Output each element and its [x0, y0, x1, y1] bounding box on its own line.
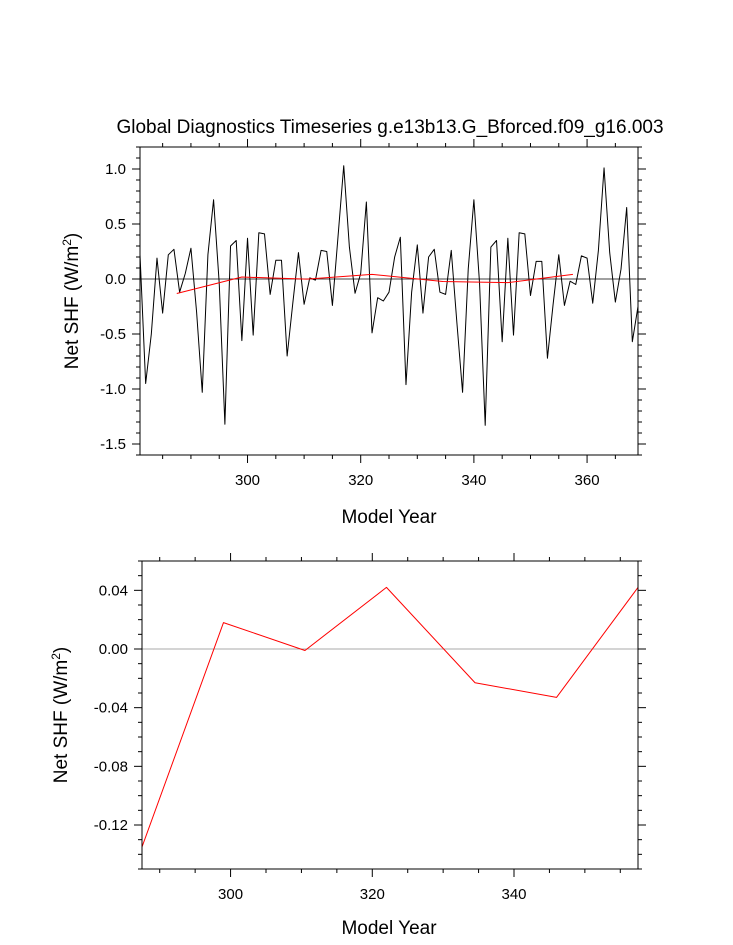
chart-2-series-running-mean-line	[142, 586, 638, 848]
chart-1-series-annual-line	[140, 165, 638, 426]
chart-1-ytick-label: 1.0	[105, 161, 126, 178]
chart-2-xtick-label: 320	[360, 886, 385, 903]
chart-1-ytick-label: -1.0	[100, 381, 126, 398]
chart-1-xlabel: Model Year	[341, 507, 437, 528]
chart-2-ytick-label: -0.12	[94, 817, 128, 834]
chart-1-title: Global Diagnostics Timeseries g.e13b13.G…	[116, 117, 663, 138]
chart-2-ytick-label: 0.00	[99, 641, 128, 658]
chart-1-ytick-label: 0.5	[105, 216, 126, 233]
chart-1-series-group	[140, 165, 638, 426]
chart-1-ticks	[132, 139, 646, 463]
chart-1-xtick-label: 300	[235, 472, 260, 489]
chart-1-xtick-label: 360	[575, 472, 600, 489]
chart-2-tick-labels: 300 320 340 0.04 0.00 -0.04 -0.08 -0.12	[94, 582, 527, 903]
chart-1-ytick-label: 0.0	[105, 271, 126, 288]
chart-1-xtick-label: 320	[348, 472, 373, 489]
chart-2-ticks	[134, 553, 646, 877]
chart-2-ytick-label: -0.04	[94, 700, 128, 717]
chart-2-series-group	[142, 586, 638, 848]
chart-1-ylabel: Net SHF (W/m2)	[60, 233, 83, 370]
chart-2-xlabel: Model Year	[341, 918, 437, 939]
chart-2-ylabel: Net SHF (W/m2)	[49, 647, 72, 784]
chart-1-ytick-label: -0.5	[100, 326, 126, 343]
chart-1-ytick-label: -1.5	[100, 436, 126, 453]
chart-2-ytick-label: -0.08	[94, 758, 128, 775]
chart-1-tick-labels: 300 320 340 360 1.0 0.5 0.0 -0.5 -1.0 -1.5	[100, 161, 599, 489]
chart-1-xtick-label: 340	[461, 472, 486, 489]
chart-1-series-running-mean-line	[176, 273, 573, 295]
chart-1-plot-frame	[139, 146, 639, 456]
chart-2-xtick-label: 300	[218, 886, 243, 903]
chart-2-ytick-label: 0.04	[99, 582, 128, 599]
chart-2-xtick-label: 340	[501, 886, 526, 903]
chart-2-plot-frame	[141, 560, 639, 870]
